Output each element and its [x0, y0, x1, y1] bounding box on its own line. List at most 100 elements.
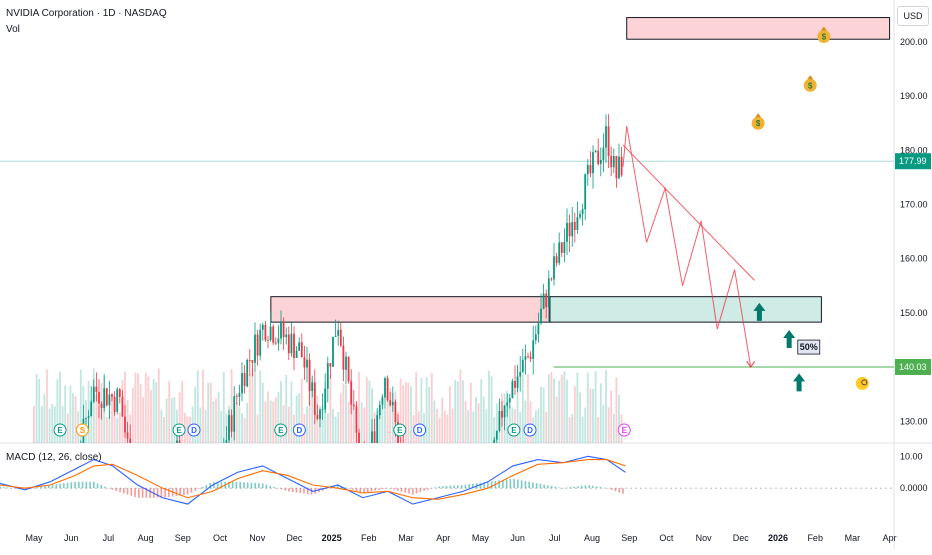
candle-body [576, 217, 579, 230]
macd-histogram-bar [213, 481, 215, 489]
macd-histogram-bar [329, 487, 332, 489]
candle-body [563, 241, 566, 253]
volume-bar [430, 372, 433, 443]
candle-body [308, 359, 311, 392]
money-bag-symbol: $ [822, 33, 827, 42]
candle-body [508, 398, 511, 403]
volume-bar [267, 391, 269, 443]
volume-bar [495, 403, 498, 443]
event-marker [523, 423, 537, 437]
volume-bar [277, 392, 280, 443]
volume-bar [272, 401, 275, 443]
candle-body [303, 357, 306, 368]
candle-body [225, 440, 228, 443]
volume-bar [79, 369, 82, 443]
volume-bar [139, 384, 142, 443]
price-axis[interactable]: 200.00 190.00 180.00 170.00 160.00 150.00 140.… [895, 37, 931, 426]
zigzag-arrowhead [746, 360, 756, 369]
volume-bar [152, 378, 155, 443]
macd-label[interactable]: MACD (12, 26, close) [6, 452, 102, 463]
volume-bar [472, 411, 475, 443]
volume-bar [389, 387, 392, 443]
volume-bar [142, 397, 145, 443]
macd-histogram-bar [201, 486, 204, 489]
candle-body [495, 430, 498, 440]
volume-bar [131, 387, 134, 443]
volume-bar [173, 397, 176, 443]
candle-body [243, 373, 246, 387]
money-bag-symbol: $ [756, 119, 761, 128]
volume-bar [342, 383, 345, 443]
macd-histogram-bar [434, 487, 437, 489]
macd-histogram-bar [389, 488, 392, 489]
time-axis[interactable]: May Jun Jul Aug Sep Oct Nov Dec 2025 Feb Mar Apr May… [25, 533, 896, 543]
candle-body [555, 256, 558, 263]
time-tick-label: Jun [64, 533, 79, 543]
volume-bar [298, 393, 301, 443]
volume-bar [118, 412, 121, 443]
volume-bar [360, 402, 363, 443]
macd-histogram-bar [423, 488, 425, 491]
event-marker [413, 423, 427, 437]
volume-bar [287, 406, 290, 443]
macd-histogram-bar [535, 483, 538, 489]
candle-body [126, 432, 129, 439]
candle-body [493, 439, 496, 443]
volume-bar [48, 408, 51, 443]
macd-histogram-bar [145, 488, 148, 498]
candle-body [501, 410, 503, 418]
candle-body [269, 326, 272, 341]
candle-body [98, 391, 100, 404]
volume-bar [238, 407, 241, 443]
symbol-title[interactable]: NVIDIA Corporation · 1D · NASDAQ [6, 8, 167, 19]
volume-bar [602, 404, 605, 443]
macd-histogram-bar [607, 488, 609, 489]
time-tick-label: Sep [175, 533, 191, 543]
currency-button[interactable]: USD [897, 6, 929, 26]
red-zone [270, 296, 551, 323]
volume-bar [358, 371, 360, 443]
candle-body [612, 155, 615, 168]
price-tick-label: 160.00 [900, 254, 928, 264]
macd-histogram-bar [59, 483, 61, 489]
volume-bar [59, 371, 61, 443]
fib-label: 50% [800, 342, 818, 352]
candle-body [329, 363, 332, 367]
volume-bar [144, 372, 147, 443]
volume-bar [605, 370, 607, 443]
volume-bar [384, 409, 386, 443]
volume-bar [269, 400, 272, 443]
candle-body [311, 382, 314, 392]
price-label: 140.03 [899, 362, 927, 372]
candle-body [285, 334, 288, 338]
macd-histogram-bar [599, 487, 602, 489]
price-label: 177.99 [899, 156, 927, 166]
money-bag-icon [803, 78, 817, 92]
macd-histogram-bar [216, 481, 219, 489]
candle-body [337, 329, 340, 336]
volume-bar [241, 413, 243, 443]
candle-body [516, 376, 519, 388]
macd-series-line [0, 455, 626, 505]
volume-bar [443, 410, 446, 443]
event-marker-letter: D [191, 426, 197, 435]
volume-bar [178, 392, 181, 443]
candle-body [280, 321, 282, 339]
macd-histogram-bar [348, 488, 350, 489]
volume-bar [43, 393, 46, 443]
volume-bar [436, 409, 438, 443]
macd-histogram-bar [228, 481, 230, 489]
candle-body [241, 373, 243, 394]
macd-histogram-bar [584, 485, 587, 489]
macd-histogram-bar [430, 488, 433, 489]
volume-bar [537, 408, 540, 443]
macd-histogram-bar [588, 485, 591, 489]
volume-bar [566, 379, 568, 443]
volume-bar [485, 409, 488, 443]
macd-histogram-bar [40, 486, 43, 489]
macd-histogram-bar [231, 481, 234, 489]
volume-bar [381, 393, 384, 443]
volume-bar [456, 381, 459, 443]
volume-bar [155, 381, 158, 443]
